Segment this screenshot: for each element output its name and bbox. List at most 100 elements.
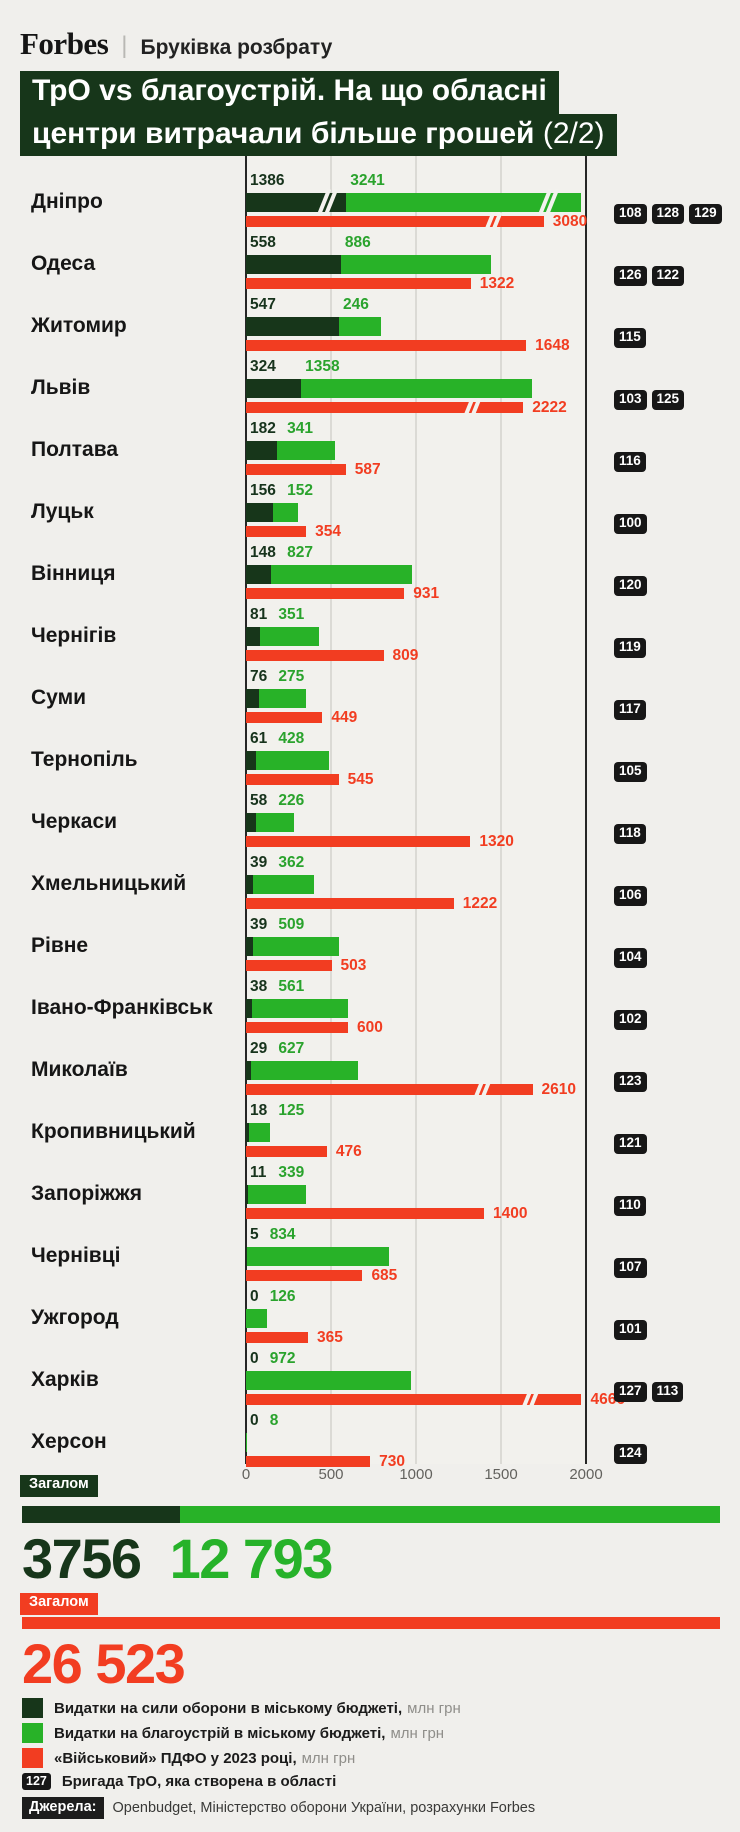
pdfo-value-label: 476 — [335, 1143, 362, 1160]
improvement-bar-segment — [256, 751, 330, 770]
pdfo-bar — [246, 526, 307, 537]
city-label: Вінниця — [31, 562, 116, 585]
city-stacked-bar — [246, 193, 581, 212]
city-label: Чернівці — [31, 1244, 121, 1267]
brigade-badges: 105 — [614, 762, 652, 782]
improvement-bar-segment — [271, 565, 412, 584]
brigade-badge: 110 — [614, 1196, 646, 1216]
brigade-badges: 117 — [614, 700, 651, 720]
total-pdfo-bar — [22, 1617, 720, 1629]
city-stacked-bar — [246, 1185, 306, 1204]
brigade-badges: 115 — [614, 328, 651, 348]
pdfo-bar — [246, 1022, 348, 1033]
brigade-badge: 125 — [651, 390, 685, 410]
city-stacked-bar — [246, 1061, 358, 1080]
pdfo-bar — [246, 340, 527, 351]
pdfo-value-label: 809 — [392, 647, 419, 664]
pdfo-bar — [246, 588, 405, 599]
defense-value-label: 29 — [250, 1040, 268, 1057]
pdfo-value-label: 685 — [371, 1267, 398, 1284]
brigade-badges: 120 — [614, 576, 652, 596]
improvement-bar-segment — [252, 937, 340, 956]
chart-row: Тернопіль 61 428 545 105 — [0, 721, 740, 791]
brigade-badge: 105 — [614, 762, 647, 782]
improvement-bar-segment — [252, 999, 348, 1018]
improvement-bar-segment — [301, 379, 532, 398]
pdfo-value-label: 1648 — [535, 337, 570, 354]
brigade-badges: 121 — [614, 1134, 652, 1154]
total-pdfo-value: 26 523 — [22, 1632, 186, 1695]
improvement-bar-segment — [249, 1123, 271, 1142]
city-stacked-bar — [246, 1247, 389, 1266]
brigade-badges: 118 — [614, 824, 651, 844]
improvement-bar-segment — [338, 317, 381, 336]
brigade-badge: 101 — [614, 1320, 647, 1340]
city-label: Івано-Франківськ — [31, 996, 213, 1019]
defense-bar-segment — [246, 689, 259, 708]
city-label: Хмельницький — [31, 872, 187, 895]
brigade-badge: 123 — [614, 1072, 647, 1092]
city-stacked-bar — [246, 1371, 412, 1390]
pdfo-value-label: 931 — [413, 585, 440, 602]
improvement-value-label: 125 — [278, 1102, 305, 1119]
gridline-1000 — [415, 156, 417, 1464]
defense-value-label: 156 — [250, 482, 276, 499]
improvement-bar-segment — [246, 1433, 248, 1452]
legend-label: Видатки на сили оборони в міському бюдже… — [54, 1699, 403, 1717]
axis-tick-label: 500 — [318, 1466, 344, 1483]
improvement-value-label: 275 — [278, 668, 305, 685]
defense-bar-segment — [246, 441, 277, 460]
defense-value-label: 11 — [250, 1164, 267, 1181]
improvement-value-label: 339 — [278, 1164, 305, 1181]
pdfo-value-label: 354 — [315, 523, 342, 540]
axis-tick-label: 1000 — [399, 1466, 433, 1483]
title-line-2: центри витрачали більше грошей (2/2) — [20, 113, 617, 156]
city-label: Дніпро — [31, 190, 103, 213]
brigade-badges: 119 — [614, 638, 651, 658]
pdfo-value-label: 600 — [357, 1019, 383, 1036]
pdfo-value-label: 1400 — [493, 1205, 528, 1222]
improvement-value-label: 246 — [342, 296, 369, 313]
improvement-value-label: 152 — [287, 482, 313, 499]
city-label: Чернігів — [31, 624, 117, 647]
defense-value-label: 39 — [250, 916, 268, 933]
improvement-value-label: 834 — [269, 1226, 296, 1243]
city-label: Кропивницький — [31, 1120, 196, 1143]
defense-bar-segment — [246, 875, 253, 894]
axis-max-line — [585, 156, 587, 1464]
city-label: Суми — [31, 686, 87, 709]
improvement-value-label: 561 — [278, 978, 305, 995]
chart-row: Черкаси 58 226 1320 118 — [0, 783, 740, 853]
brigade-badges: 101 — [614, 1320, 652, 1340]
pdfo-bar — [246, 1332, 309, 1343]
city-stacked-bar — [246, 813, 295, 832]
legend-item-pdfo: «Військовий» ПДФО у 2023 році, млн грн — [22, 1748, 355, 1768]
city-label: Миколаїв — [31, 1058, 128, 1081]
brigade-badge: 119 — [614, 638, 646, 658]
pdfo-bar — [246, 836, 471, 847]
y-axis-line — [245, 156, 247, 1464]
city-label: Херсон — [31, 1430, 107, 1453]
header-rubric: Бруківка розбрату — [140, 36, 333, 59]
city-stacked-bar — [246, 317, 381, 336]
bar-chart: 0 500 1000 1500 2000 Дніпро 1386 3241 3080 108 128… — [0, 0, 740, 1500]
improvement-bar-segment — [246, 1371, 412, 1390]
city-label: Одеса — [31, 252, 96, 275]
chart-row: Івано-Франківськ 38 561 600 102 — [0, 969, 740, 1039]
header: Forbes | Бруківка розбрату — [20, 26, 332, 62]
defense-bar-segment — [246, 193, 347, 212]
chart-row: Дніпро 1386 3241 3080 108 128 129 — [0, 163, 740, 233]
pdfo-bar — [246, 1084, 533, 1095]
axis-tick-label: 2000 — [569, 1466, 603, 1483]
defense-value-label: 18 — [250, 1102, 268, 1119]
defense-value-label: 5 — [250, 1226, 259, 1243]
improvement-bar-segment — [258, 689, 306, 708]
chart-row: Суми 76 275 449 117 — [0, 659, 740, 729]
defense-bar-segment — [246, 1185, 248, 1204]
legend-unit: млн грн — [390, 1724, 445, 1742]
city-label: Львів — [31, 376, 91, 399]
defense-value-label: 148 — [250, 544, 276, 561]
city-label: Запоріжжя — [31, 1182, 143, 1205]
total-numbers: 3756 12 793 — [22, 1531, 333, 1587]
improvement-value-label: 827 — [287, 544, 313, 561]
